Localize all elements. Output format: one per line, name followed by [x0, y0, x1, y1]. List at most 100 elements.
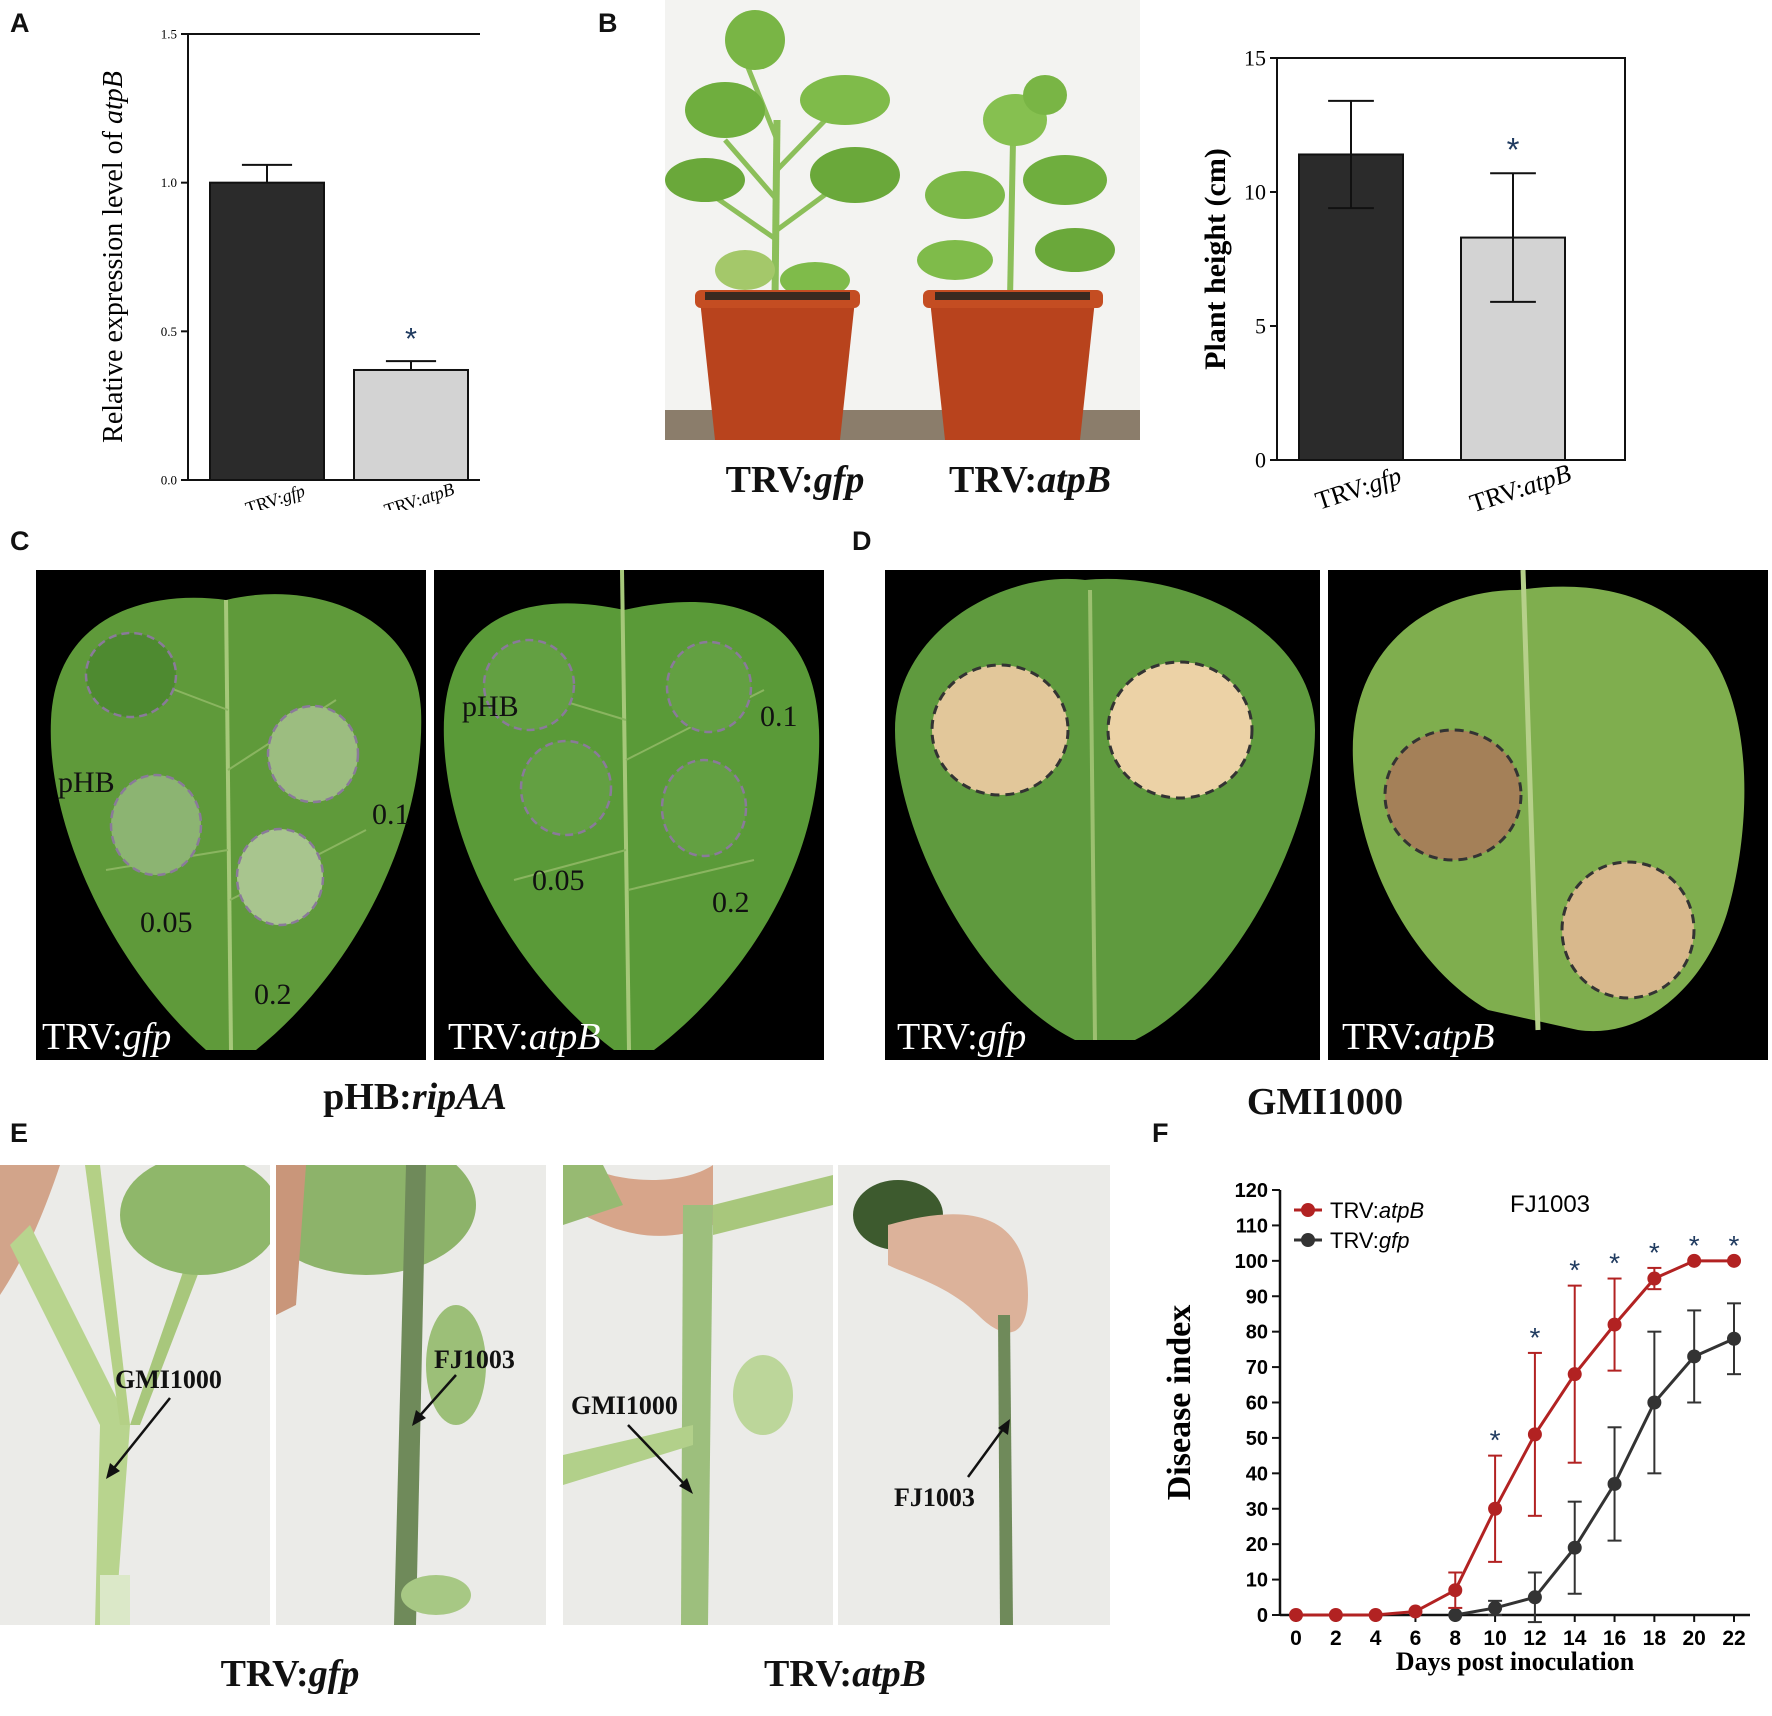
plant-atpb-image [917, 75, 1115, 440]
dose-label-02: 0.2 [712, 886, 750, 919]
stem-label-gmi1000: GMI1000 [571, 1391, 678, 1420]
significance-mark: * [1569, 1255, 1580, 1286]
y-tick-label: 70 [1246, 1357, 1268, 1379]
panel-e-stem-photo-1: GMI1000 [0, 1165, 270, 1625]
legend-entry: TRV:gfp [1330, 1228, 1410, 1253]
significance-mark: * [1507, 131, 1520, 168]
y-tick-label: 30 [1246, 1499, 1268, 1521]
panel-d-caption: GMI1000 [1246, 1081, 1404, 1123]
data-point [1727, 1253, 1741, 1268]
panel-f-line-chart: 0 10 20 30 40 50 60 70 80 90 100 110 120 0 2 4 6 8 10 12 14 1… [1150, 1150, 1768, 1710]
panel-b-photo-label-atpb: TRV:atpB [949, 459, 1111, 501]
significance-mark: * [1729, 1230, 1740, 1261]
data-point [1607, 1476, 1622, 1491]
plant-gfp-image [665, 10, 900, 440]
series-line [1296, 1259, 1734, 1617]
y-axis-label: Disease index [1161, 1305, 1198, 1501]
y-tick-label: 100 [1235, 1251, 1268, 1273]
legend-marker [1301, 1233, 1315, 1247]
panel-e-stem-photo-3: GMI1000 [563, 1165, 833, 1625]
x-tick-label: 18 [1643, 1627, 1667, 1650]
significance-mark: * [1609, 1248, 1620, 1279]
panel-letter-d: D [852, 526, 872, 556]
leaf-label-atpb: TRV:atpB [1342, 1016, 1495, 1058]
y-axis-label: Relative expression level of atpB [98, 71, 129, 443]
panel-e-caption-atpb: TRV:atpB [764, 1653, 926, 1695]
panel-letter-b: B [598, 8, 618, 38]
stem-label-fj1003: FJ1003 [434, 1345, 515, 1374]
y-tick-label: 1.0 [161, 175, 177, 190]
dose-label-01: 0.1 [760, 700, 798, 733]
significance-mark: * [405, 321, 417, 356]
leaf-label-gfp: TRV:gfp [42, 1016, 172, 1058]
data-point [1448, 1608, 1463, 1622]
y-tick-label: 1.5 [161, 27, 177, 42]
dose-label-phb: pHB [462, 690, 519, 723]
data-point [1687, 1253, 1702, 1268]
y-tick-label: 10 [1246, 1570, 1268, 1592]
data-point [1567, 1367, 1582, 1382]
panel-letter-a: A [10, 8, 30, 38]
y-tick-label: 120 [1235, 1180, 1268, 1202]
legend-marker [1301, 1203, 1315, 1217]
dose-label-01: 0.1 [372, 798, 410, 831]
data-point [1607, 1317, 1622, 1332]
y-tick-label: 0 [1257, 1605, 1268, 1627]
data-point [1527, 1590, 1542, 1605]
panel-c-caption: pHB:ripAA [323, 1076, 507, 1118]
leaf-label-gfp: TRV:gfp [897, 1016, 1027, 1058]
x-tick-label: 14 [1563, 1627, 1587, 1650]
y-tick-label: 40 [1246, 1463, 1268, 1485]
y-tick-label: 0.5 [161, 324, 177, 339]
bar [209, 181, 325, 482]
y-tick-label: 15 [1244, 46, 1266, 71]
stem-label-gmi1000: GMI1000 [115, 1365, 222, 1394]
x-category-label: TRV:atpB [382, 479, 457, 510]
panel-letter-f: F [1152, 1118, 1169, 1148]
x-category-label: TRV:atpB [1466, 458, 1574, 518]
x-tick-label: 22 [1722, 1627, 1745, 1650]
significance-mark: * [1689, 1230, 1700, 1261]
bar [353, 368, 469, 481]
y-tick-label: 60 [1246, 1393, 1268, 1415]
chart-title: FJ1003 [1510, 1191, 1590, 1218]
x-category-label: TRV:gfp [1312, 461, 1405, 516]
panel-c-leaf-atpb-photo: pHB 0.05 0.2 0.1 TRV:atpB [434, 570, 824, 1060]
leaf-label-atpb: TRV:atpB [448, 1016, 601, 1058]
x-tick-label: 10 [1483, 1627, 1506, 1650]
data-point [1368, 1608, 1383, 1622]
stem-label-fj1003: FJ1003 [894, 1483, 975, 1512]
y-tick-label: 90 [1246, 1286, 1268, 1308]
significance-mark: * [1490, 1425, 1501, 1456]
y-tick-label: 20 [1246, 1534, 1268, 1556]
data-point [1687, 1349, 1702, 1364]
panel-a-bar-chart: 0.0 0.5 1.0 1.5 TRV:gfp * TRV:atpB Relative exp… [60, 10, 480, 510]
dose-label-02: 0.2 [254, 978, 292, 1011]
data-point [1488, 1600, 1503, 1615]
y-tick-label: 10 [1244, 180, 1266, 205]
dose-label-phb: pHB [58, 766, 115, 799]
panel-e-caption-gfp: TRV:gfp [220, 1653, 360, 1695]
x-tick-label: 6 [1410, 1627, 1422, 1650]
data-point [1567, 1540, 1582, 1555]
panel-letter-c: C [10, 526, 30, 556]
panel-e-stem-photo-4: FJ1003 [838, 1165, 1110, 1625]
data-point [1328, 1608, 1343, 1622]
significance-mark: * [1529, 1322, 1540, 1353]
data-point [1647, 1271, 1662, 1286]
panel-b-plants-photo [665, 0, 1140, 440]
x-tick-label: 4 [1370, 1627, 1382, 1650]
y-tick-label: 110 [1236, 1215, 1268, 1237]
panel-b-bar-chart: 0 5 10 15 TRV:gfp * TRV:atpB Plant height (cm) [1185, 20, 1765, 550]
significance-mark: * [1649, 1237, 1660, 1268]
data-point [1488, 1501, 1503, 1516]
x-category-label: TRV:gfp [243, 481, 307, 510]
plot-frame [1276, 57, 1626, 461]
x-tick-label: 20 [1683, 1627, 1706, 1650]
panel-c-leaf-gfp-photo: pHB 0.05 0.2 0.1 TRV:gfp [36, 570, 426, 1060]
data-point [1289, 1608, 1303, 1622]
data-point [1448, 1583, 1463, 1598]
x-tick-label: 16 [1603, 1627, 1626, 1650]
y-tick-label: 80 [1246, 1322, 1268, 1344]
data-point [1408, 1604, 1423, 1619]
